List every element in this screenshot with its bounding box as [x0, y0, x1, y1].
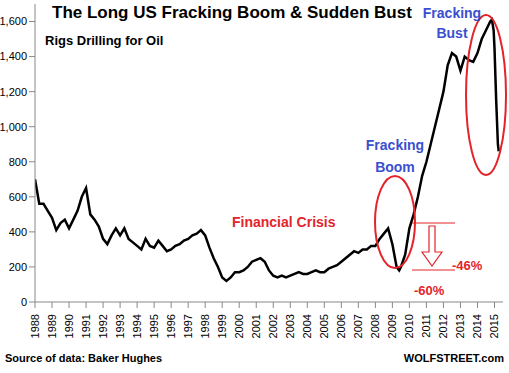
- svg-text:2004: 2004: [301, 314, 313, 338]
- svg-text:2014: 2014: [471, 314, 483, 338]
- svg-text:1990: 1990: [63, 314, 75, 338]
- svg-text:2010: 2010: [403, 314, 415, 338]
- svg-text:2008: 2008: [369, 314, 381, 338]
- svg-text:2002: 2002: [267, 314, 279, 338]
- svg-text:The Long US Fracking Boom & Su: The Long US Fracking Boom & Sudden Bust: [52, 3, 412, 22]
- svg-text:2000: 2000: [233, 314, 245, 338]
- svg-text:2007: 2007: [352, 314, 364, 338]
- svg-text:600: 600: [9, 191, 27, 203]
- svg-text:-60%: -60%: [414, 283, 445, 298]
- svg-text:FrackingBoom: FrackingBoom: [366, 137, 424, 175]
- svg-text:400: 400: [9, 226, 27, 238]
- svg-text:Financial Crisis: Financial Crisis: [232, 214, 336, 230]
- svg-text:1989: 1989: [46, 314, 58, 338]
- svg-text:2006: 2006: [335, 314, 347, 338]
- svg-text:2011: 2011: [420, 314, 432, 338]
- svg-text:1991: 1991: [80, 314, 92, 338]
- svg-text:-46%: -46%: [452, 258, 483, 273]
- svg-text:200: 200: [9, 261, 27, 273]
- svg-text:2009: 2009: [386, 314, 398, 338]
- svg-text:1995: 1995: [148, 314, 160, 338]
- svg-text:1993: 1993: [114, 314, 126, 338]
- svg-text:2001: 2001: [250, 314, 262, 338]
- svg-text:1999: 1999: [216, 314, 228, 338]
- svg-text:1988: 1988: [29, 314, 41, 338]
- svg-text:2012: 2012: [437, 314, 449, 338]
- svg-text:1994: 1994: [131, 314, 143, 338]
- svg-text:1,600: 1,600: [8, 15, 27, 27]
- svg-text:Rigs Drilling for Oil: Rigs Drilling for Oil: [45, 33, 163, 48]
- svg-text:1997: 1997: [182, 314, 194, 338]
- svg-text:0: 0: [21, 296, 27, 308]
- svg-text:WOLFSTREET.com: WOLFSTREET.com: [404, 352, 501, 364]
- svg-text:2003: 2003: [284, 314, 296, 338]
- svg-text:FrackingBust: FrackingBust: [423, 5, 481, 41]
- svg-text:1992: 1992: [97, 314, 109, 338]
- svg-text:Source of data: Baker Hughes: Source of data: Baker Hughes: [8, 352, 162, 364]
- svg-text:800: 800: [9, 156, 27, 168]
- svg-text:2013: 2013: [454, 314, 466, 338]
- svg-text:1996: 1996: [165, 314, 177, 338]
- svg-text:1,400: 1,400: [8, 50, 27, 62]
- svg-text:2005: 2005: [318, 314, 330, 338]
- svg-text:1,200: 1,200: [8, 86, 27, 98]
- svg-text:1,000: 1,000: [8, 121, 27, 133]
- svg-text:2015: 2015: [488, 314, 500, 338]
- svg-text:1998: 1998: [199, 314, 211, 338]
